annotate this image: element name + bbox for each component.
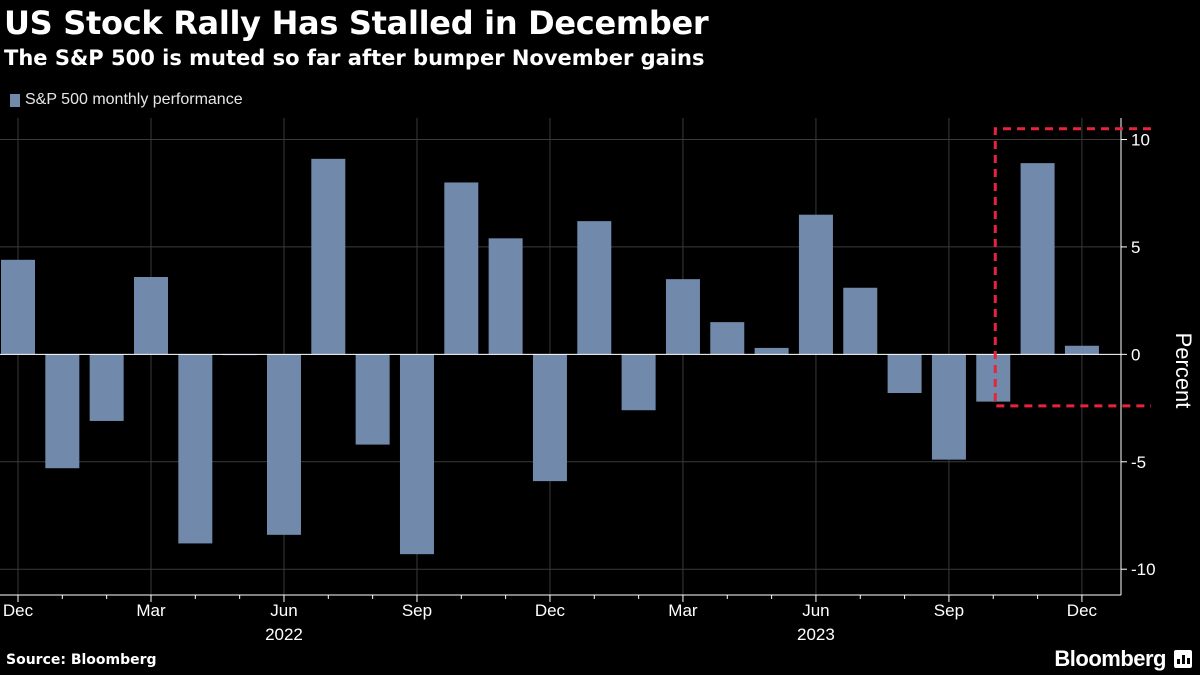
x-tick-label: Dec xyxy=(3,601,34,620)
legend-swatch xyxy=(10,93,20,107)
x-tick-label: Mar xyxy=(668,601,698,620)
bar-oct-2022 xyxy=(444,182,479,355)
y-tick-label: 10 xyxy=(1131,130,1150,149)
brand-name: Bloomberg xyxy=(1054,646,1166,671)
bar-feb-2023 xyxy=(621,354,656,411)
year-label: 2023 xyxy=(797,625,835,644)
bar-aug-2022 xyxy=(355,354,390,445)
bar-sep-2022 xyxy=(399,354,434,555)
x-tick-label: Sep xyxy=(402,601,432,620)
x-tick-label: Jun xyxy=(802,601,829,620)
legend-label: S&P 500 monthly performance xyxy=(25,91,243,108)
bar-feb-2022 xyxy=(89,354,124,421)
bar-dec-2023 xyxy=(1064,345,1099,355)
highlight-box xyxy=(993,127,1151,408)
y-tick-label: -10 xyxy=(1131,560,1156,579)
bar-jan-2023 xyxy=(577,221,612,355)
bar-jul-2022 xyxy=(311,158,346,355)
bar-apr-2022 xyxy=(178,354,213,544)
x-tick-label: Dec xyxy=(1067,601,1098,620)
x-tick-label: Mar xyxy=(136,601,166,620)
bloomberg-logo: Bloomberg xyxy=(1054,646,1192,672)
bar-sep-2023 xyxy=(931,354,966,460)
bar-aug-2023 xyxy=(887,354,922,394)
x-tick-label: Jun xyxy=(270,601,297,620)
bar-jun-2022 xyxy=(266,354,301,535)
bar-oct-2023 xyxy=(976,354,1011,402)
x-tick-label: Sep xyxy=(934,601,964,620)
y-axis-title: Percent xyxy=(1171,333,1196,409)
bar-mar-2022 xyxy=(133,277,168,355)
bar-apr-2023 xyxy=(710,322,745,355)
year-label: 2022 xyxy=(265,625,303,644)
bar-dec-2022 xyxy=(532,354,567,482)
bar-mar-2023 xyxy=(665,279,700,355)
legend: S&P 500 monthly performance xyxy=(10,91,243,109)
y-tick-label: 5 xyxy=(1131,238,1140,257)
bar-jul-2023 xyxy=(843,287,878,355)
bar-may-2023 xyxy=(754,347,789,355)
chart-subtitle: The S&P 500 is muted so far after bumper… xyxy=(4,46,705,70)
x-tick-label: Dec xyxy=(535,601,566,620)
bar-nov-2022 xyxy=(488,238,523,355)
bar-jan-2022 xyxy=(45,354,80,469)
bloomberg-chart-icon xyxy=(1174,650,1192,668)
bar-jun-2023 xyxy=(798,214,833,355)
bar-nov-2023 xyxy=(1020,163,1055,355)
source-note: Source: Bloomberg xyxy=(6,652,157,668)
bar-dec-2021 xyxy=(1,259,35,355)
y-tick-label: 0 xyxy=(1131,345,1140,364)
y-tick-label: -5 xyxy=(1131,453,1146,472)
chart-title: US Stock Rally Has Stalled in December xyxy=(4,4,709,42)
